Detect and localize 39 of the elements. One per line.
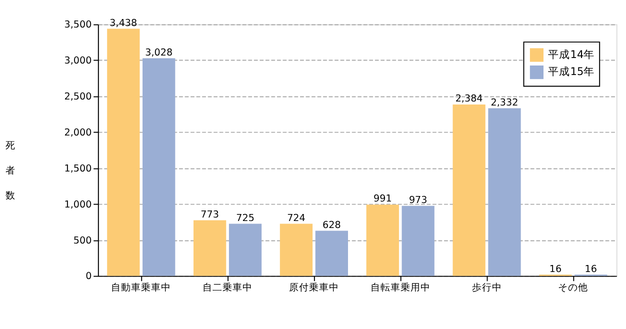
data-label: 16 (584, 264, 598, 275)
bar (452, 104, 486, 276)
data-label: 773 (200, 209, 219, 220)
bar (366, 204, 399, 276)
data-label: 16 (549, 264, 562, 275)
data-label: 628 (322, 220, 341, 231)
bar (315, 230, 348, 276)
y-tick-label: 0 (86, 271, 92, 282)
y-tick-label: 1,500 (64, 163, 92, 174)
legend-label: 平成14年 (548, 48, 595, 61)
data-label: 724 (287, 212, 306, 224)
y-tick-label: 500 (73, 235, 92, 246)
bar (488, 108, 521, 276)
legend-label: 平成15年 (548, 65, 595, 78)
x-tick-label: 歩行中 (472, 282, 502, 294)
bar (142, 58, 176, 276)
data-label: 991 (373, 194, 392, 205)
bar (194, 220, 226, 276)
y-tick-label: 2,500 (64, 92, 92, 103)
y-tick-label: 3,000 (64, 56, 92, 67)
text: 死者数 (5, 140, 16, 202)
x-tick-label: 自動車乗車中 (111, 282, 172, 294)
y-tick-label: 1,000 (64, 199, 92, 210)
y-tick-label: 2,000 (64, 127, 92, 138)
x-tick-label: 原付乗車中 (288, 282, 339, 294)
bar (228, 224, 262, 276)
bar (402, 206, 434, 276)
data-label: 2,332 (490, 97, 518, 108)
bar (107, 28, 140, 276)
bar (280, 224, 313, 276)
x-tick-label: 自転車乗用中 (370, 282, 430, 294)
data-label: 3,028 (145, 47, 173, 58)
y-tick-label: 3,500 (64, 20, 92, 31)
data-label: 973 (408, 195, 428, 206)
x-tick-label: 自二乗車中 (202, 282, 253, 294)
x-tick-label: その他 (558, 282, 588, 294)
data-label: 2,384 (455, 94, 483, 105)
data-label: 3,438 (110, 18, 138, 29)
data-label: 725 (236, 212, 254, 224)
